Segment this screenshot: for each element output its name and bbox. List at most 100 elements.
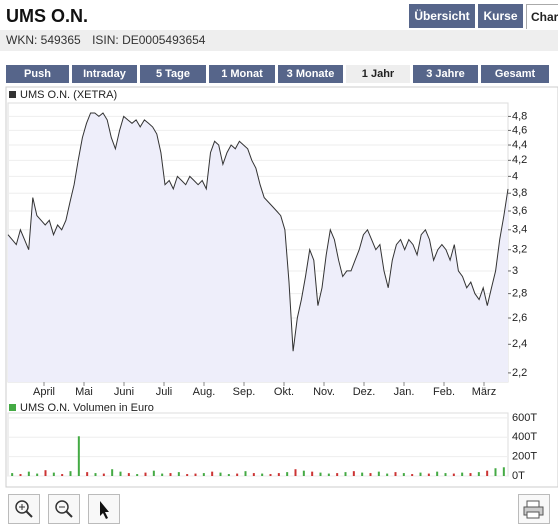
range-button[interactable]: 5 Tage (140, 65, 206, 83)
y-tick-label: 3,2 (512, 244, 527, 256)
x-tick-label: Juli (156, 386, 173, 398)
volume-bar (402, 473, 405, 476)
volume-bar (419, 472, 422, 476)
volume-bar (302, 470, 305, 476)
x-tick-label: Dez. (353, 386, 376, 398)
volume-bar (77, 436, 80, 476)
x-tick-label: Aug. (193, 386, 216, 398)
volume-bar (94, 473, 97, 476)
volume-bar (52, 472, 55, 476)
x-tick-label: Juni (114, 386, 134, 398)
y-tick-label: 4,6 (512, 124, 527, 136)
volume-bar (261, 473, 264, 476)
price-line (7, 112, 509, 352)
y-tick-label: 4,8 (512, 110, 527, 122)
y-tick-label: 2,2 (512, 367, 527, 379)
x-tick-label: Okt. (274, 386, 294, 398)
volume-bar (36, 473, 39, 476)
y-tick-label: 4,2 (512, 154, 527, 166)
y-tick-label: 600T (512, 412, 537, 424)
x-tick-label: Sep. (233, 386, 256, 398)
x-tick-label: Feb. (433, 386, 455, 398)
volume-bar (477, 472, 480, 476)
volume-bar (211, 471, 214, 476)
volume-bar (227, 474, 230, 476)
volume-bar (236, 473, 239, 476)
y-tick-label: 2,4 (512, 338, 527, 350)
range-button[interactable]: 3 Jahre (413, 65, 478, 83)
volume-bar (277, 473, 280, 476)
volume-bar (161, 473, 164, 476)
legend-label: UMS O.N. Volumen in Euro (20, 402, 154, 414)
volume-bar (361, 472, 364, 476)
y-tick-label: 2,6 (512, 312, 527, 324)
x-tick-label: Nov. (313, 386, 335, 398)
chart-frame (5, 86, 558, 488)
zoom-in[interactable] (8, 494, 40, 524)
y-tick-label: 3,6 (512, 205, 527, 217)
volume-bar (452, 473, 455, 476)
volume-bar (502, 467, 505, 476)
volume-bar (386, 473, 389, 476)
legend-swatch (9, 404, 16, 411)
volume-bar (377, 471, 380, 476)
volume-bar (136, 474, 139, 476)
volume-bar (244, 471, 247, 476)
volume-bar (194, 473, 197, 476)
y-tick-label: 3,8 (512, 187, 527, 199)
volume-bar (177, 472, 180, 476)
volume-bar (44, 470, 47, 476)
volume-bar (252, 473, 255, 476)
volume-bar (394, 472, 397, 476)
y-tick-label: 200T (512, 451, 537, 463)
volume-bar (469, 473, 472, 476)
volume-bar (352, 471, 355, 476)
volume-bar (327, 473, 330, 476)
wkn: WKN: 549365 (6, 33, 81, 47)
volume-bar (461, 472, 464, 476)
volume-bar (19, 474, 22, 476)
y-tick-label: 2,8 (512, 288, 527, 300)
volume-bar (11, 473, 14, 476)
volume-bar (336, 473, 339, 476)
range-button[interactable]: Intraday (72, 65, 137, 83)
pointer[interactable] (88, 494, 120, 524)
volume-bar (436, 471, 439, 476)
zoom-out[interactable] (48, 494, 80, 524)
chart: 2,2 2,4 2,6 2,8 3 3,2 3,4 3,6 3,8 4 4,2 4,4 4,6 4,8 Ap… (5, 86, 558, 488)
tab[interactable]: Übersicht (409, 4, 475, 28)
volume-bar (344, 472, 347, 476)
range-button[interactable]: 1 Monat (209, 65, 275, 83)
y-tick-label: 3,4 (512, 224, 527, 236)
volume-bar (411, 474, 414, 476)
range-button[interactable]: 1 Jahr (346, 65, 410, 83)
volume-bar (269, 474, 272, 476)
volume-bar (119, 471, 122, 476)
x-tick-label: April (33, 386, 55, 398)
legend-label: UMS O.N. (XETRA) (20, 89, 117, 101)
range-button[interactable]: 3 Monate (278, 65, 343, 83)
volume-bar (319, 472, 322, 476)
volume-area (7, 412, 509, 477)
y-tick-label: 4 (512, 170, 518, 182)
volume-bar (494, 468, 497, 476)
volume-bar (219, 472, 222, 476)
tab[interactable]: Kurse (478, 4, 523, 28)
legend-swatch (9, 91, 16, 98)
volume-bar (486, 470, 489, 476)
info-bar: WKN: 549365 ISIN: DE0005493654 (0, 30, 558, 51)
tab[interactable]: Char (526, 4, 558, 29)
y-tick-label: 4,4 (512, 139, 527, 151)
range-button[interactable]: Push (6, 65, 69, 83)
x-tick-label: März (472, 386, 496, 398)
y-tick-label: 400T (512, 431, 537, 443)
volume-bar (111, 469, 114, 476)
volume-bar (369, 473, 372, 476)
y-tick-label: 0T (512, 470, 525, 482)
range-button[interactable]: Gesamt (481, 65, 549, 83)
y-tick-label: 3 (512, 265, 518, 277)
volume-bar (169, 473, 172, 476)
volume-bar (69, 471, 72, 476)
volume-bar (444, 473, 447, 476)
print[interactable] (518, 494, 550, 524)
